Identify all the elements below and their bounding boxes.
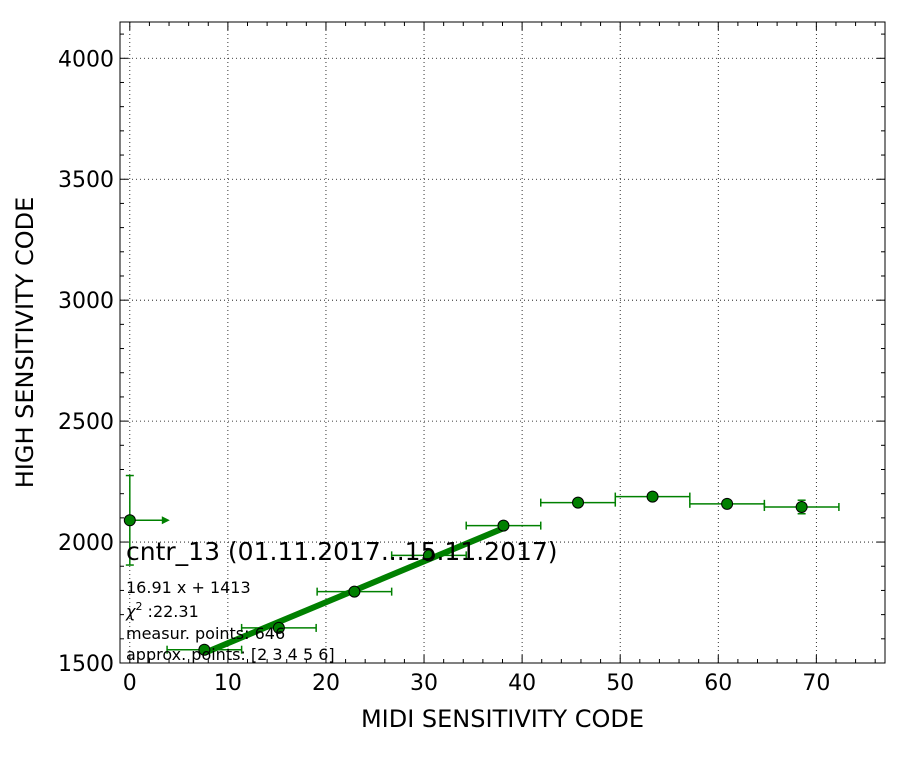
x-tick-label: 10 [214, 671, 242, 696]
y-axis-label: HIGH SENSITIVITY CODE [11, 197, 39, 489]
x-limit-arrow-head [161, 516, 170, 525]
data-point [198, 643, 211, 656]
data-point [646, 490, 659, 503]
data-point [123, 514, 136, 527]
y-tick-label: 2500 [58, 410, 114, 435]
annotation-equation: 16.91 x + 1413 [126, 578, 251, 597]
x-tick-label: 70 [802, 671, 830, 696]
data-point [721, 497, 734, 510]
x-tick-label: 20 [312, 671, 340, 696]
y-tick-label: 4000 [58, 47, 114, 72]
x-tick-label: 0 [123, 671, 137, 696]
data-point [795, 500, 808, 513]
plot-frame [119, 21, 886, 664]
x-tick-label: 40 [508, 671, 536, 696]
data-point [572, 496, 585, 509]
data-point [272, 621, 285, 634]
annotation-chi-square: χ2 :22.31 [125, 600, 199, 621]
y-tick-label: 2000 [58, 531, 114, 556]
data-point [422, 549, 435, 562]
chi-symbol: χ [125, 602, 136, 621]
annotation-title: cntr_13 (01.11.2017...15.11.2017) [126, 537, 558, 566]
data-point [348, 585, 361, 598]
chi-value: :22.31 [142, 602, 198, 621]
minor-ticks [120, 22, 885, 664]
annotation-approx-points: approx. points: [2 3 4 5 6] [126, 645, 335, 664]
y-tick-label: 3000 [58, 289, 114, 314]
data-point [497, 519, 510, 532]
markers [123, 490, 808, 656]
y-tick-label: 1500 [58, 652, 114, 677]
x-tick-label: 60 [704, 671, 732, 696]
x-tick-label: 30 [410, 671, 438, 696]
y-tick-label: 3500 [58, 168, 114, 193]
tick-labels: 0 10 20 30 40 50 60 70 1500 2000 2500 3000 3500 4000 [58, 47, 830, 696]
grid [120, 22, 885, 663]
chi-superscript: 2 [135, 600, 142, 613]
x-tick-label: 50 [606, 671, 634, 696]
annotation-measur-points: measur. points: 646 [126, 624, 285, 643]
x-axis-label: MIDI SENSITIVITY CODE [361, 705, 644, 733]
